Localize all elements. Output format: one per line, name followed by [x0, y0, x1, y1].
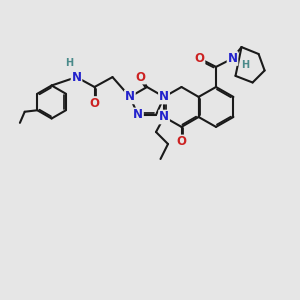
Text: O: O: [194, 52, 205, 65]
Text: N: N: [159, 110, 169, 124]
Text: O: O: [135, 70, 146, 84]
Text: N: N: [133, 108, 143, 122]
Text: N: N: [125, 90, 135, 104]
Text: N: N: [227, 52, 238, 65]
Text: N: N: [159, 90, 169, 104]
Text: N: N: [71, 70, 82, 84]
Text: O: O: [89, 97, 100, 110]
Text: H: H: [241, 60, 250, 70]
Text: N: N: [159, 90, 169, 104]
Text: H: H: [65, 58, 73, 68]
Text: O: O: [176, 135, 187, 148]
